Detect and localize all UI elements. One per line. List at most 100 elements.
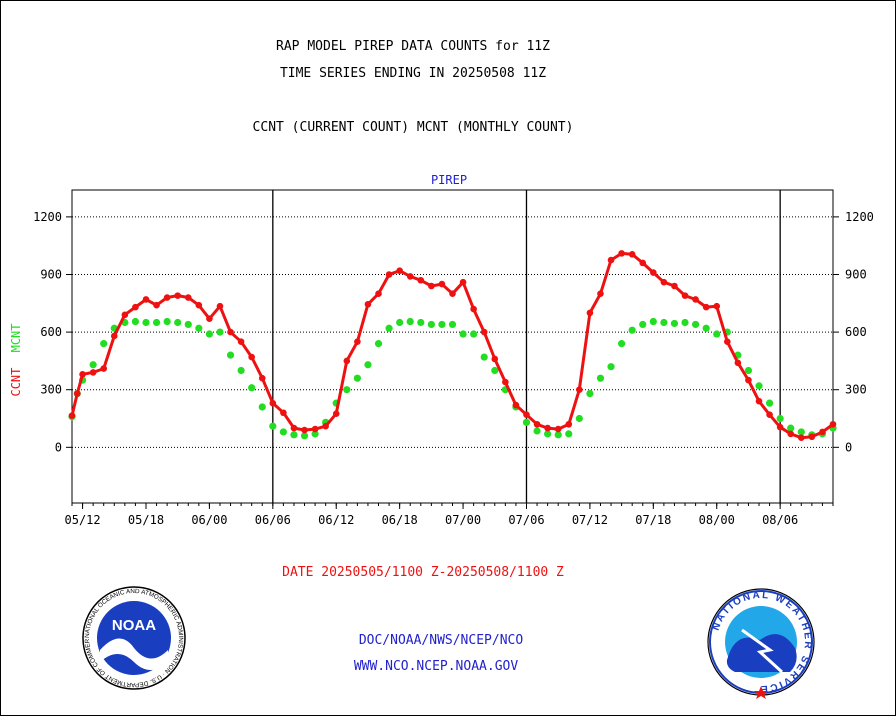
series-point-mcnt <box>152 318 161 327</box>
series-point-mcnt <box>765 399 774 407</box>
series-point-ccnt <box>639 259 647 267</box>
series-point-ccnt <box>502 378 509 386</box>
series-point-mcnt <box>544 430 552 438</box>
series-point-mcnt <box>205 330 214 338</box>
series-point-mcnt <box>374 340 383 348</box>
series-point-ccnt <box>79 371 86 378</box>
nws-logo: NATIONAL WEATHER SERVICE <box>707 588 815 699</box>
series-point-mcnt <box>787 424 795 432</box>
series-point-ccnt <box>618 250 625 257</box>
x-tick-label: 08/06 <box>762 513 798 527</box>
series-point-mcnt <box>459 330 467 338</box>
series-point-ccnt <box>364 300 372 308</box>
series-point-mcnt <box>649 317 657 326</box>
series-point-mcnt <box>681 318 689 327</box>
series-point-ccnt <box>829 420 837 428</box>
series-point-mcnt <box>575 414 583 423</box>
title-line-1: RAP MODEL PIREP DATA COUNTS for 11Z <box>276 39 550 54</box>
series-point-ccnt <box>650 269 657 276</box>
series-point-ccnt <box>449 290 456 297</box>
y-tick-label-left: 900 <box>40 267 62 281</box>
series-point-ccnt <box>121 311 129 319</box>
series-point-ccnt <box>68 412 76 419</box>
series-point-ccnt <box>428 282 435 290</box>
series-point-mcnt <box>279 428 287 436</box>
series-point-ccnt <box>491 355 499 363</box>
series-point-ccnt <box>153 301 160 309</box>
series-point-ccnt <box>227 328 234 336</box>
ylabel-mcnt: MCNT <box>9 323 23 352</box>
noaa-ring-text: NATIONAL OCEANIC AND ATMOSPHERIC ADMINIS… <box>0 0 184 688</box>
x-tick-label: 07/18 <box>635 513 671 527</box>
series-point-ccnt <box>163 294 171 301</box>
series-point-mcnt <box>533 427 541 435</box>
series-point-mcnt <box>163 317 171 326</box>
org-label: DOC/NOAA/NWS/NCEP/NCO <box>358 633 524 648</box>
series-point-ccnt <box>100 365 108 372</box>
series-point-mcnt <box>470 330 478 338</box>
series-point-mcnt <box>607 363 615 371</box>
series-point-mcnt <box>258 403 266 411</box>
series-point-ccnt <box>512 401 520 409</box>
series-point-ccnt <box>375 290 382 297</box>
y-tick-label-left: 1200 <box>33 210 62 224</box>
series-point-ccnt <box>681 292 689 299</box>
series-point-ccnt <box>280 409 287 417</box>
series-point-ccnt <box>797 434 805 442</box>
series-point-ccnt <box>576 386 583 394</box>
series-point-mcnt <box>174 318 182 327</box>
series-point-mcnt <box>660 318 668 327</box>
series-point-ccnt <box>671 282 678 290</box>
series-point-ccnt <box>396 267 403 274</box>
series-point-ccnt <box>354 338 361 345</box>
website-link[interactable]: WWW.NCO.NCEP.NOAA.GOV <box>353 659 519 674</box>
series-point-mcnt <box>691 320 700 329</box>
series-point-ccnt <box>533 420 541 428</box>
series-point-ccnt <box>787 430 795 438</box>
series-point-ccnt <box>544 424 551 432</box>
x-tick-label: 05/18 <box>128 513 164 527</box>
series-point-mcnt <box>385 324 393 332</box>
series-point-ccnt <box>586 309 594 317</box>
series-point-mcnt <box>438 320 446 329</box>
series-point-mcnt <box>618 340 626 348</box>
series-point-mcnt <box>427 320 435 329</box>
series-point-ccnt <box>523 411 530 418</box>
series-point-ccnt <box>269 399 277 407</box>
y-tick-label-left: 300 <box>40 383 62 397</box>
series-point-mcnt <box>364 361 372 369</box>
x-tick-label: 06/06 <box>255 513 291 527</box>
series-point-mcnt <box>417 318 425 327</box>
series-point-ccnt <box>554 425 562 433</box>
series-point-ccnt <box>713 302 721 310</box>
series-point-mcnt <box>596 374 605 382</box>
series-point-mcnt <box>184 320 192 329</box>
chart-title: PIREP <box>431 173 467 187</box>
series-point-mcnt <box>491 366 499 375</box>
plot-area: 0 0 300 300 600 600 900 900 1200 1200 05/12 05/18 06… <box>33 189 874 527</box>
series-point-mcnt <box>776 414 784 423</box>
series-point-mcnt <box>195 324 203 332</box>
series-point-mcnt <box>406 317 414 326</box>
series-point-mcnt <box>290 431 298 439</box>
series-point-ccnt <box>755 397 763 405</box>
series-point-ccnt <box>332 410 340 418</box>
series-point-mcnt <box>131 317 140 326</box>
series-point-ccnt <box>406 273 414 280</box>
series-point-ccnt <box>438 280 446 288</box>
series-point-ccnt <box>628 251 636 258</box>
series-point-ccnt <box>142 296 150 303</box>
series-point-mcnt <box>269 422 277 430</box>
series-point-ccnt <box>174 292 181 299</box>
series-point-ccnt <box>301 426 308 434</box>
title-line-2: TIME SERIES ENDING IN 20250508 11Z <box>279 66 547 81</box>
y-tick-label-left: 600 <box>40 325 62 339</box>
series-point-mcnt <box>480 353 488 361</box>
series-point-ccnt <box>290 424 298 432</box>
series-point-ccnt <box>724 338 731 345</box>
series-point-mcnt <box>586 389 594 398</box>
series-point-ccnt <box>808 433 816 441</box>
series-point-ccnt <box>248 353 255 361</box>
series-point-mcnt <box>100 340 108 348</box>
